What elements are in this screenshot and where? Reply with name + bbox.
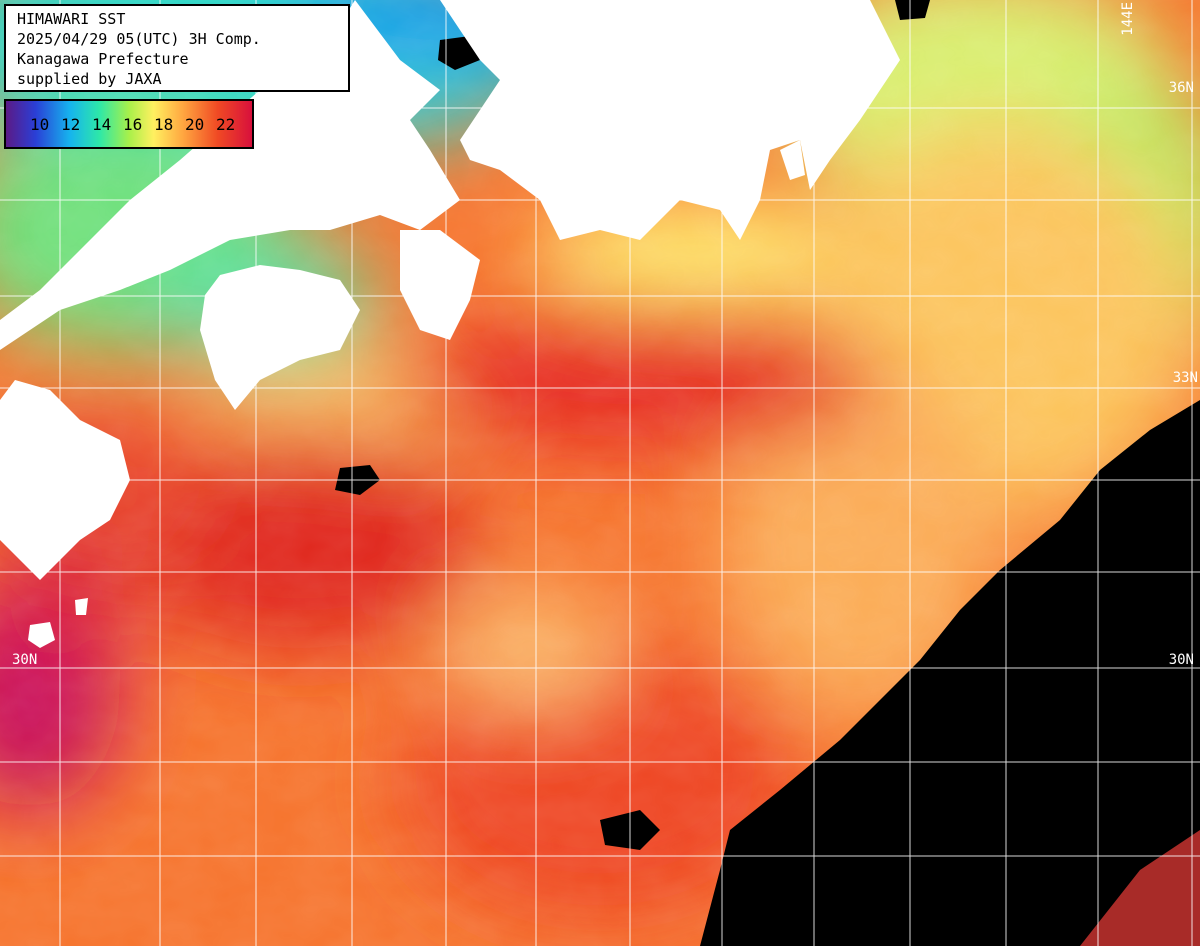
scale-label: 22 (216, 115, 236, 134)
lat-label-30n-left: 30N (12, 652, 38, 668)
map-info-box: HIMAWARI SST 2025/04/29 05(UTC) 3H Comp.… (4, 4, 350, 92)
map-title: HIMAWARI SST (17, 10, 126, 28)
lat-label-33n: 33N (1172, 370, 1198, 386)
scale-label: 14 (92, 115, 112, 134)
scale-label: 20 (185, 115, 205, 134)
lat-label-36n: 36N (1168, 80, 1194, 96)
scale-label: 12 (61, 115, 81, 134)
scale-label: 18 (154, 115, 174, 134)
scale-label: 10 (30, 115, 50, 134)
sst-patch-southeast (1080, 830, 1200, 946)
scale-label: 16 (123, 115, 143, 134)
map-timestamp: 2025/04/29 05(UTC) 3H Comp. (17, 30, 261, 48)
map-region: Kanagawa Prefecture (17, 50, 189, 68)
lon-label-144e: 144E (1120, 2, 1136, 36)
lat-label-30n-right: 30N (1168, 652, 1194, 668)
map-credit: supplied by JAXA (17, 70, 162, 88)
scale-labels: 10 12 14 16 18 20 22 (30, 115, 247, 134)
temperature-color-scale: 10 12 14 16 18 20 22 (4, 99, 254, 149)
